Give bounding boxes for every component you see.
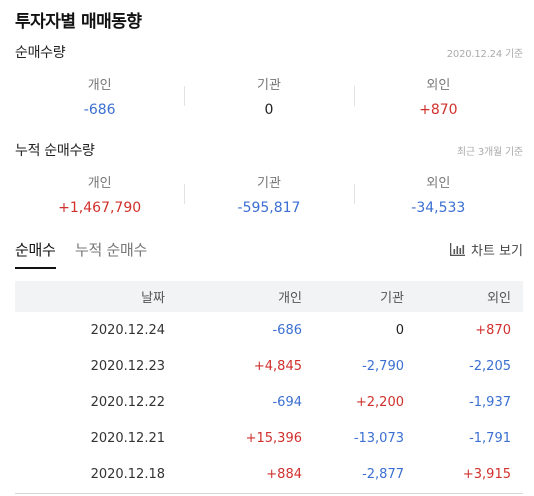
cell-institution: +2,200 <box>355 394 404 410</box>
cumulative-summary: 개인 +1,467,790 기관 -595,817 외인 -34,533 <box>15 172 523 216</box>
summary-label: 기관 <box>257 78 281 93</box>
cell-individual: +884 <box>266 466 302 482</box>
cell-individual: +4,845 <box>253 358 302 374</box>
chart-view-label: 차트 보기 <box>471 244 523 259</box>
page-title: 투자자별 매매동향 <box>15 12 142 32</box>
table-row: 2020.12.22 -694 +2,200 -1,937 <box>15 384 523 420</box>
cell-individual: -686 <box>272 322 302 338</box>
net-individual: 개인 -686 <box>15 74 184 118</box>
table-row: 2020.12.18 +884 -2,877 +3,915 <box>15 456 523 492</box>
cell-foreign: +870 <box>475 322 511 338</box>
cell-foreign: -1,937 <box>469 394 511 410</box>
cell-date: 2020.12.23 <box>90 358 165 374</box>
cell-date: 2020.12.24 <box>90 322 165 338</box>
net-institution: 기관 0 <box>184 74 353 118</box>
table-row: 2020.12.23 +4,845 -2,790 -2,205 <box>15 348 523 384</box>
header-individual: 개인 <box>278 291 302 306</box>
summary-label: 기관 <box>257 176 281 191</box>
table-row: 2020.12.24 -686 0 +870 <box>15 312 523 348</box>
net-section-note: 2020.12.24 기준 <box>446 48 523 60</box>
chart-view-button[interactable]: 차트 보기 <box>450 240 523 259</box>
cell-date: 2020.12.21 <box>90 430 165 446</box>
cell-foreign: -2,205 <box>469 358 511 374</box>
table-bottom-border <box>15 493 523 494</box>
summary-value: -595,817 <box>237 200 301 216</box>
cell-date: 2020.12.18 <box>90 466 165 482</box>
tab-net-purchase[interactable]: 순매수 <box>15 239 56 269</box>
header-institution: 기관 <box>380 291 404 306</box>
cell-institution: -2,877 <box>362 466 404 482</box>
tab-bar: 순매수 누적 순매수 차트 보기 <box>15 236 523 269</box>
cumulative-foreign: 외인 -34,533 <box>353 172 523 216</box>
summary-value: 0 <box>264 102 274 118</box>
summary-value: +870 <box>419 102 458 118</box>
cumulative-section-title: 누적 순매수량 <box>15 143 95 159</box>
net-foreign: 외인 +870 <box>353 74 523 118</box>
bar-chart-icon <box>450 243 466 256</box>
cell-individual: +15,396 <box>245 430 302 446</box>
cumulative-section-note: 최근 3개월 기준 <box>456 146 523 158</box>
table-header: 날짜 개인 기관 외인 <box>15 281 523 312</box>
cumulative-individual: 개인 +1,467,790 <box>15 172 184 216</box>
cell-foreign: -1,791 <box>469 430 511 446</box>
cell-institution: 0 <box>395 322 404 338</box>
summary-label: 외인 <box>426 176 451 191</box>
header-date: 날짜 <box>141 291 165 306</box>
cumulative-institution: 기관 -595,817 <box>184 172 353 216</box>
cell-institution: -2,790 <box>362 358 404 374</box>
cell-institution: -13,073 <box>353 430 404 446</box>
tab-cumulative-net-purchase[interactable]: 누적 순매수 <box>75 241 147 259</box>
summary-label: 개인 <box>87 78 112 93</box>
table-row: 2020.12.21 +15,396 -13,073 -1,791 <box>15 420 523 456</box>
net-section-title: 순매수량 <box>15 45 66 61</box>
table-body: 2020.12.24 -686 0 +870 2020.12.23 +4,845 -2,79… <box>15 312 523 492</box>
cumulative-section-header: 누적 순매수량 최근 3개월 기준 <box>15 140 523 160</box>
summary-value: -34,533 <box>411 200 466 216</box>
net-summary: 개인 -686 기관 0 외인 +870 <box>15 74 523 118</box>
net-section-header: 순매수량 2020.12.24 기준 <box>15 42 523 62</box>
cell-date: 2020.12.22 <box>90 394 165 410</box>
cell-individual: -694 <box>272 394 302 410</box>
summary-value: -686 <box>83 102 116 118</box>
investor-trade-table: 날짜 개인 기관 외인 2020.12.24 -686 0 +870 2020.12.2… <box>15 281 523 494</box>
summary-label: 개인 <box>87 176 112 191</box>
header-foreign: 외인 <box>487 291 511 306</box>
summary-value: +1,467,790 <box>58 200 142 216</box>
summary-label: 외인 <box>426 78 451 93</box>
cell-foreign: +3,915 <box>462 466 511 482</box>
